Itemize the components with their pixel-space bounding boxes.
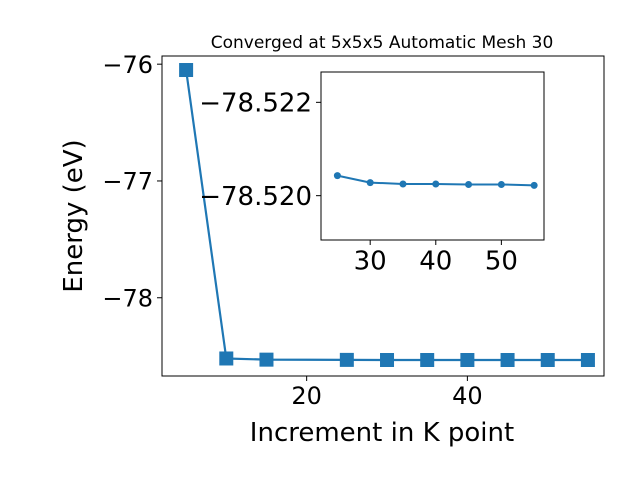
main-y-axis-label: Energy (eV): [59, 139, 89, 292]
main-data-point: [460, 353, 475, 367]
inset-chart-axes: 30 40 50 −78.522 −78.520: [199, 71, 545, 277]
main-x-axis-label: Increment in K point: [250, 418, 514, 448]
inset-x-tick-label: 40: [419, 247, 452, 277]
main-axes-frame: [161, 55, 605, 377]
main-data-point: [420, 353, 435, 367]
main-y-tick-label: −78: [102, 284, 153, 312]
inset-chart-marks: [333, 172, 538, 189]
main-data-point: [540, 353, 555, 367]
main-data-point: [380, 353, 395, 367]
inset-data-point: [530, 181, 538, 189]
main-chart-marks: [179, 63, 595, 367]
inset-data-point: [432, 180, 440, 188]
inset-data-point: [366, 179, 374, 187]
main-chart-axes: 20 40 −76 −77 −78: [102, 51, 605, 410]
main-data-point: [259, 352, 274, 367]
main-y-tick-label: −77: [102, 168, 153, 196]
main-y-tick-label: −76: [102, 51, 153, 79]
inset-x-tick-label: 30: [354, 247, 387, 277]
main-x-tick-label: 20: [291, 382, 322, 410]
main-data-point: [339, 352, 354, 367]
inset-axes-frame: [320, 71, 545, 241]
main-data-point: [219, 351, 234, 366]
inset-data-point: [497, 180, 505, 188]
inset-x-tick-label: 50: [485, 247, 518, 277]
main-x-tick-label: 40: [452, 382, 483, 410]
inset-chart: 30 40 50 −78.522 −78.520: [199, 71, 545, 277]
inset-data-point: [465, 180, 473, 188]
main-data-point: [179, 63, 194, 78]
inset-data-point: [333, 172, 341, 180]
inset-y-tick-label: −78.520: [199, 182, 312, 212]
main-series-line: [185, 69, 588, 362]
inset-background: [321, 72, 544, 240]
main-data-point: [580, 353, 595, 367]
inset-y-tick-label: −78.522: [199, 89, 312, 119]
main-data-point: [500, 353, 515, 367]
inset-data-point: [399, 180, 407, 188]
main-chart-title: Converged at 5x5x5 Automatic Mesh 30: [211, 33, 554, 53]
